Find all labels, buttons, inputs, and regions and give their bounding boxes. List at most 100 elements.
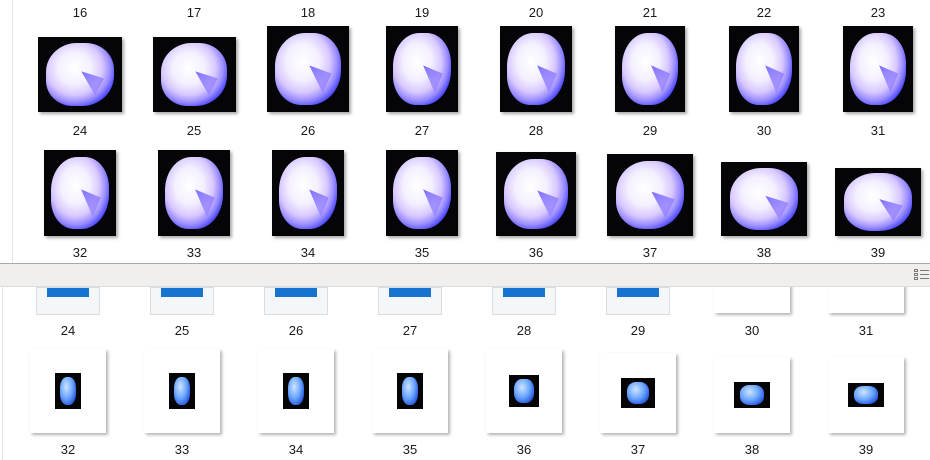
file-name-label: 39 [858, 442, 874, 457]
file-name-label: 35 [402, 442, 418, 457]
gem-image-thumbnail[interactable] [152, 37, 236, 112]
file-name-label: 26 [300, 123, 316, 138]
gem-facet [879, 199, 903, 221]
file-name-label: 27 [402, 323, 418, 338]
file-name-label: 29 [642, 123, 658, 138]
image-thumbnail[interactable] [30, 349, 106, 433]
file-name-label: 29 [630, 323, 646, 338]
gem-icon [507, 32, 565, 106]
gem-image-thumbnail [848, 383, 884, 407]
gem-facet [879, 65, 899, 93]
file-name-label: 37 [642, 245, 658, 260]
gem-image-thumbnail[interactable] [721, 162, 807, 236]
gem-image-thumbnail[interactable] [496, 152, 576, 236]
gem-image-thumbnail[interactable] [386, 150, 458, 236]
pane-border [2, 287, 3, 460]
gem-icon [165, 156, 223, 230]
image-thumbnail[interactable] [828, 357, 904, 433]
image-thumbnail[interactable] [486, 349, 562, 433]
file-name-label: 36 [528, 245, 544, 260]
file-name-label: 23 [870, 5, 886, 20]
file-name-label: 22 [756, 5, 772, 20]
gem-facet [651, 191, 675, 218]
file-icon-thumbnail[interactable] [36, 287, 100, 315]
gem-image-thumbnail[interactable] [835, 168, 921, 236]
bottom-file-pane[interactable]: 24 25 26 27 28 29 30 31 32 33 34 35 36 37 38 39 [0, 287, 930, 460]
file-icon-thumbnail[interactable] [264, 287, 328, 315]
file-name-label: 37 [630, 442, 646, 457]
gem-facet [309, 65, 332, 93]
gem-icon [173, 377, 191, 405]
gem-facet [81, 189, 101, 217]
gem-icon [850, 32, 906, 106]
gem-image-thumbnail [734, 382, 770, 408]
gem-facet [309, 189, 329, 217]
file-name-label: 33 [174, 442, 190, 457]
file-name-label: 33 [186, 245, 202, 260]
gem-image-thumbnail[interactable] [44, 150, 116, 236]
file-icon-thumbnail[interactable] [492, 287, 556, 315]
gem-image-thumbnail[interactable] [843, 26, 913, 112]
image-thumbnail[interactable] [828, 287, 904, 313]
gem-icon [160, 43, 228, 106]
image-thumbnail[interactable] [714, 287, 790, 313]
file-name-label: 26 [288, 323, 304, 338]
file-icon-thumbnail[interactable] [378, 287, 442, 315]
gem-icon [46, 43, 114, 106]
file-name-label: 21 [642, 5, 658, 20]
file-name-label: 38 [756, 245, 772, 260]
gem-icon [622, 32, 678, 106]
gem-image-thumbnail[interactable] [272, 150, 344, 236]
gem-icon [843, 173, 913, 231]
file-name-label: 24 [72, 123, 88, 138]
gem-icon [51, 156, 109, 230]
file-name-label: 20 [528, 5, 544, 20]
gem-image-thumbnail [621, 378, 655, 408]
gem-image-thumbnail[interactable] [158, 150, 230, 236]
gem-image-thumbnail[interactable] [615, 26, 685, 112]
gem-facet [537, 190, 560, 218]
gem-image-thumbnail [509, 375, 539, 407]
gem-icon [393, 156, 451, 230]
file-name-label: 32 [72, 245, 88, 260]
gem-facet [195, 71, 218, 96]
file-name-label: 16 [72, 5, 88, 20]
gem-icon [59, 377, 77, 405]
file-name-label: 28 [528, 123, 544, 138]
gem-icon [740, 385, 764, 405]
image-thumbnail[interactable] [372, 349, 448, 433]
file-name-label: 34 [300, 245, 316, 260]
pane-splitter[interactable] [0, 263, 930, 287]
file-name-label: 34 [288, 442, 304, 457]
gem-facet [537, 65, 557, 93]
image-thumbnail[interactable] [714, 357, 790, 433]
gem-icon [854, 385, 878, 405]
gem-icon [627, 381, 649, 405]
gem-image-thumbnail[interactable] [386, 26, 458, 112]
file-icon-blue-band [617, 288, 659, 297]
file-name-label: 28 [516, 323, 532, 338]
image-thumbnail[interactable] [144, 349, 220, 433]
details-view-icon[interactable] [914, 268, 929, 282]
gem-icon [401, 377, 419, 405]
file-icon-blue-band [389, 288, 431, 297]
gem-image-thumbnail[interactable] [500, 26, 572, 112]
gem-image-thumbnail[interactable] [38, 37, 122, 112]
file-icon-blue-band [161, 288, 203, 297]
gem-image-thumbnail[interactable] [729, 26, 799, 112]
gem-image-thumbnail[interactable] [267, 26, 349, 112]
file-icon-thumbnail[interactable] [606, 287, 670, 315]
file-icon-thumbnail[interactable] [150, 287, 214, 315]
gem-image-thumbnail[interactable] [607, 154, 693, 236]
gem-facet [765, 195, 789, 220]
file-name-label: 31 [858, 323, 874, 338]
image-thumbnail[interactable] [258, 349, 334, 433]
file-name-label: 30 [756, 123, 772, 138]
gem-icon [287, 377, 305, 405]
image-thumbnail[interactable] [600, 353, 676, 433]
file-icon-blue-band [503, 288, 545, 297]
gem-facet [423, 65, 443, 93]
top-file-pane[interactable]: 16 17 18 19 20 21 22 23 24 25 26 27 28 29 30 31 32 33 34 35… [0, 0, 930, 263]
file-name-label: 18 [300, 5, 316, 20]
gem-icon [729, 167, 799, 231]
